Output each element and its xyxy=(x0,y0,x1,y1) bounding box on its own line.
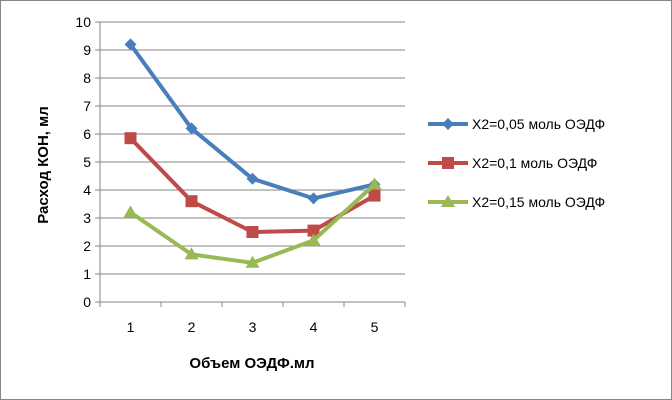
legend-label: X2=0,1 моль ОЭДФ xyxy=(472,155,597,171)
data-point-square xyxy=(442,157,454,169)
x-tick-labels: 1 2 3 4 5 xyxy=(127,319,379,335)
data-point-square xyxy=(246,226,259,238)
y-tick-label: 7 xyxy=(83,98,91,114)
series-3 xyxy=(123,177,382,268)
data-point-triangle xyxy=(306,233,321,246)
data-point-diamond xyxy=(185,122,198,135)
legend-item: X2=0,15 моль ОЭДФ xyxy=(428,194,605,210)
y-tick-label: 10 xyxy=(75,14,91,30)
series-group xyxy=(123,38,382,268)
y-tick-label: 3 xyxy=(83,210,91,226)
axes xyxy=(95,21,406,307)
series-2 xyxy=(124,132,381,238)
y-tick-label: 4 xyxy=(83,182,91,198)
series-1 xyxy=(124,38,381,205)
y-tick-label: 5 xyxy=(83,154,91,170)
x-tick-label: 2 xyxy=(188,319,196,335)
x-tick-label: 3 xyxy=(249,319,257,335)
x-axis-title: Объем ОЭДФ.мл xyxy=(189,355,314,372)
legend-item: X2=0,05 моль ОЭДФ xyxy=(428,116,605,132)
data-point-triangle xyxy=(245,255,260,268)
data-point-triangle xyxy=(367,177,382,190)
legend: X2=0,05 моль ОЭДФ X2=0,1 моль ОЭДФ X2=0,15… xyxy=(428,116,605,210)
data-point-diamond xyxy=(307,192,320,205)
legend-item: X2=0,1 моль ОЭДФ xyxy=(428,155,597,171)
y-tick-label: 8 xyxy=(83,70,91,86)
x-tick-label: 1 xyxy=(127,319,135,335)
y-tick-label: 9 xyxy=(83,42,91,58)
data-point-diamond xyxy=(124,38,137,51)
data-point-triangle xyxy=(184,247,199,260)
data-point-square xyxy=(185,195,198,208)
gridlines xyxy=(100,21,405,275)
data-point-diamond xyxy=(246,172,259,185)
data-point-square xyxy=(124,132,137,145)
y-tick-label: 6 xyxy=(83,126,91,142)
y-tick-label: 1 xyxy=(83,266,91,282)
y-tick-label: 0 xyxy=(83,294,91,310)
legend-label: X2=0,05 моль ОЭДФ xyxy=(472,116,605,132)
y-tick-label: 2 xyxy=(83,238,91,254)
data-point-square xyxy=(307,224,320,237)
y-axis-title: Расход КОН, мл xyxy=(35,106,52,224)
x-tick-label: 5 xyxy=(371,319,379,335)
x-tick-label: 4 xyxy=(310,319,318,335)
data-point-diamond xyxy=(442,118,454,130)
y-tick-labels: 0 1 2 3 4 5 6 7 8 9 10 xyxy=(75,14,91,310)
data-point-triangle xyxy=(441,195,455,207)
data-point-square xyxy=(368,189,381,202)
data-point-triangle xyxy=(123,205,138,218)
legend-label: X2=0,15 моль ОЭДФ xyxy=(472,194,605,210)
